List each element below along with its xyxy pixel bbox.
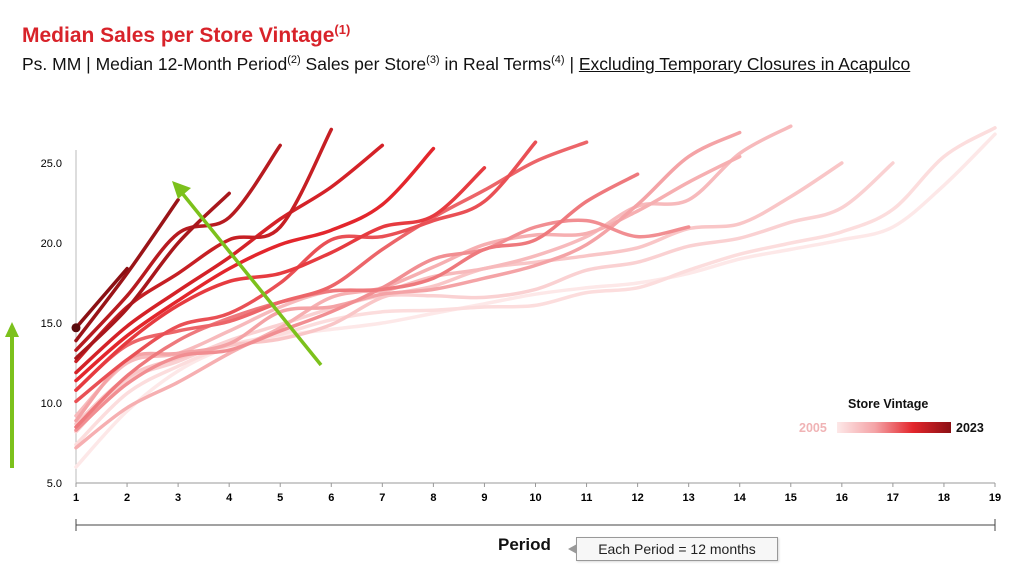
y-tick-label: 25.0: [41, 158, 62, 170]
series-line-2010: [74, 154, 742, 450]
x-tick-label: 1: [73, 492, 79, 504]
x-tick-label: 14: [734, 492, 747, 504]
x-tick-label: 12: [631, 492, 643, 504]
y-tick-label: 5.0: [47, 478, 62, 490]
vintage-trend-arrow-shaft: [180, 191, 323, 367]
legend-min-label: 2005: [799, 421, 827, 435]
y-tick-label: 10.0: [41, 398, 62, 410]
vintage-trend-arrow-head: [172, 181, 191, 199]
y-tick-label: 20.0: [41, 238, 62, 250]
x-axis-title: Period: [498, 535, 551, 554]
y-tick-label: 15.0: [41, 318, 62, 330]
x-tick-label: 9: [481, 492, 487, 504]
x-tick-label: 5: [277, 492, 283, 504]
series-line-2015: [74, 140, 538, 404]
x-tick-label: 3: [175, 492, 181, 504]
series-line-2023: [74, 266, 129, 330]
series-line-2011: [74, 130, 742, 423]
series-line-2014: [74, 140, 589, 392]
x-tick-label: 16: [836, 492, 848, 504]
legend-title: Store Vintage: [848, 397, 929, 411]
growth-arrow-head: [5, 322, 19, 337]
x-tick-label: 18: [938, 492, 950, 504]
series-line-2022: [74, 198, 180, 343]
series-line-2016: [74, 166, 487, 392]
series-line-2012: [74, 218, 691, 432]
x-tick-label: 4: [226, 492, 233, 504]
series-line-2021: [74, 191, 231, 360]
x-tick-label: 13: [683, 492, 695, 504]
x-tick-label: 2: [124, 492, 130, 504]
x-tick-label: 19: [989, 492, 1001, 504]
series-line-2018: [74, 143, 385, 375]
legend-gradient-bar: [837, 422, 951, 433]
x-tick-label: 6: [328, 492, 334, 504]
chart-subtitle: Ps. MM | Median 12-Month Period(2) Sales…: [22, 54, 911, 74]
series-line-2020: [74, 143, 282, 352]
period-note-callout: Each Period = 12 months: [568, 537, 778, 561]
x-tick-label: 11: [581, 492, 593, 504]
x-tick-label: 15: [785, 492, 797, 504]
series-point-2023: [71, 323, 81, 333]
x-tick-label: 10: [529, 492, 541, 504]
x-tick-label: 7: [379, 492, 385, 504]
series-line-2017: [74, 146, 436, 383]
subtitle-underlined-note: Excluding Temporary Closures in Acapulco: [578, 54, 911, 74]
x-tick-label: 17: [887, 492, 899, 504]
chart-title: Median Sales per Store Vintage(1): [22, 22, 351, 47]
series-line-2005: [74, 132, 997, 469]
legend-max-label: 2023: [956, 421, 984, 435]
series-line-2013: [74, 172, 640, 429]
x-tick-label: 8: [430, 492, 436, 504]
